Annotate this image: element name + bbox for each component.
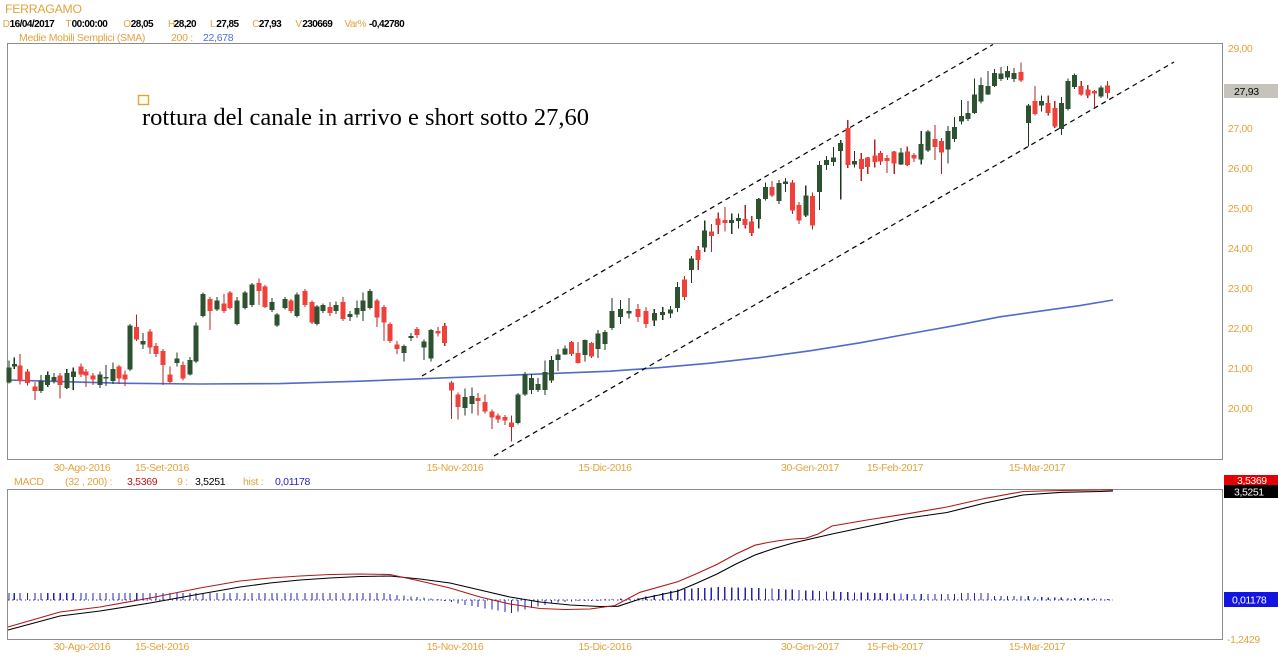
- svg-text:-1,2429: -1,2429: [1227, 634, 1260, 646]
- svg-text:15-Set-2016: 15-Set-2016: [135, 462, 189, 474]
- svg-text:D: D: [3, 19, 10, 30]
- svg-text:15-Nov-2016: 15-Nov-2016: [427, 462, 484, 474]
- svg-text:26,00: 26,00: [1228, 163, 1253, 175]
- svg-text:MACD: MACD: [14, 476, 44, 488]
- svg-text:3,5251: 3,5251: [195, 476, 226, 488]
- svg-text:rottura del canale in arrivo e: rottura del canale in arrivo e short sot…: [142, 104, 589, 131]
- svg-text:15-Feb-2017: 15-Feb-2017: [867, 641, 924, 653]
- svg-text:30-Gen-2017: 30-Gen-2017: [781, 462, 840, 474]
- svg-text:V: V: [295, 19, 302, 30]
- svg-text:15-Nov-2016: 15-Nov-2016: [427, 641, 484, 653]
- svg-text:0,01178: 0,01178: [1232, 595, 1267, 607]
- svg-text:Medie Mobili Semplici (SMA): Medie Mobili Semplici (SMA): [19, 32, 145, 44]
- svg-text:hist :: hist :: [243, 476, 263, 488]
- svg-text:15-Mar-2017: 15-Mar-2017: [1009, 641, 1066, 653]
- svg-text:00:00:00: 00:00:00: [72, 19, 109, 30]
- svg-text:27,93: 27,93: [259, 19, 282, 30]
- svg-text:15-Set-2016: 15-Set-2016: [135, 641, 189, 653]
- svg-text:3,5369: 3,5369: [127, 476, 158, 488]
- svg-text:20,00: 20,00: [1228, 403, 1253, 415]
- svg-text:27,85: 27,85: [216, 19, 239, 30]
- svg-text:22,678: 22,678: [203, 32, 234, 44]
- svg-text:(32 , 200) :: (32 , 200) :: [65, 476, 112, 488]
- svg-text:15-Feb-2017: 15-Feb-2017: [867, 462, 924, 474]
- svg-text:H: H: [168, 19, 175, 30]
- svg-text:27,93: 27,93: [1234, 86, 1259, 98]
- svg-text:Var%: Var%: [345, 19, 367, 30]
- svg-text:15-Dic-2016: 15-Dic-2016: [578, 641, 632, 653]
- svg-text:O: O: [123, 19, 131, 30]
- svg-text:28,05: 28,05: [131, 19, 154, 30]
- svg-text:15-Dic-2016: 15-Dic-2016: [578, 462, 632, 474]
- svg-text:3,5251: 3,5251: [1234, 487, 1264, 499]
- svg-text:30-Gen-2017: 30-Gen-2017: [781, 641, 840, 653]
- svg-text:21,00: 21,00: [1228, 363, 1253, 375]
- svg-text:29,00: 29,00: [1228, 43, 1253, 55]
- svg-text:30-Ago-2016: 30-Ago-2016: [54, 462, 111, 474]
- svg-text:24,00: 24,00: [1228, 243, 1253, 255]
- svg-text:C: C: [252, 19, 259, 30]
- svg-text:30-Ago-2016: 30-Ago-2016: [54, 641, 111, 653]
- svg-text:3,5369: 3,5369: [1237, 475, 1267, 487]
- svg-text:28,20: 28,20: [174, 19, 197, 30]
- svg-text:27,00: 27,00: [1228, 123, 1253, 135]
- svg-text:25,00: 25,00: [1228, 203, 1253, 215]
- svg-text:0,01178: 0,01178: [275, 476, 311, 488]
- svg-text:200 :: 200 :: [171, 32, 193, 44]
- svg-text:230669: 230669: [302, 19, 333, 30]
- svg-text:22,00: 22,00: [1228, 323, 1253, 335]
- svg-text:23,00: 23,00: [1228, 283, 1253, 295]
- svg-text:15-Mar-2017: 15-Mar-2017: [1009, 462, 1066, 474]
- svg-text:FERRAGAMO: FERRAGAMO: [5, 2, 82, 16]
- svg-text:9 :: 9 :: [177, 476, 188, 488]
- svg-text:L: L: [210, 19, 216, 30]
- svg-text:16/04/2017: 16/04/2017: [10, 19, 56, 30]
- svg-text:T: T: [65, 19, 71, 30]
- svg-text:-0,42780: -0,42780: [369, 19, 405, 30]
